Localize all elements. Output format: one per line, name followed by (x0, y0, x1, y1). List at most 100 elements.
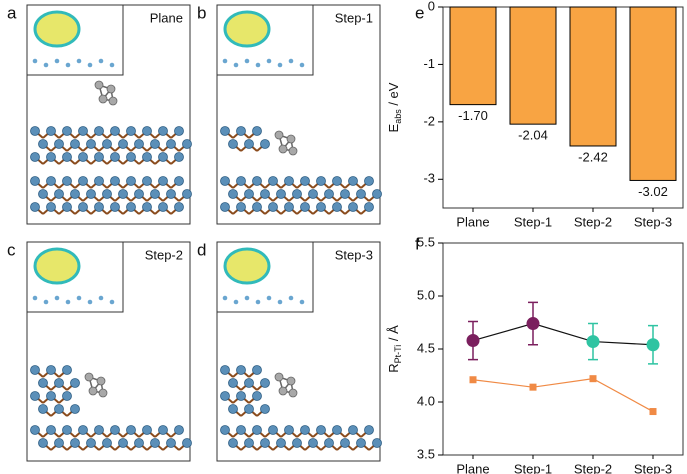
y-tick-label: 5.5 (417, 234, 435, 249)
inset-frame (216, 241, 314, 313)
atom (70, 404, 80, 414)
atom (332, 176, 342, 186)
atom (94, 176, 104, 186)
atom (348, 202, 358, 212)
inset-atom (255, 62, 261, 68)
bar (569, 6, 617, 147)
atom (142, 152, 152, 162)
atom (220, 391, 230, 401)
inset-atom (266, 58, 272, 64)
atom (220, 365, 230, 375)
atom (46, 202, 56, 212)
inset-atom (98, 58, 104, 64)
atom (94, 425, 104, 435)
atom (236, 176, 246, 186)
atom (284, 425, 294, 435)
atom (126, 176, 136, 186)
pt-atom (98, 388, 108, 398)
inset-atom (255, 299, 261, 305)
panel-letter: d (197, 240, 206, 259)
atom (54, 189, 64, 199)
x-tick-label: Plane (456, 214, 489, 229)
atom (292, 189, 302, 199)
atom (86, 438, 96, 448)
atom (126, 425, 136, 435)
y-tick-label: 3.5 (417, 446, 435, 461)
atom (276, 189, 286, 199)
pt-atom (288, 146, 298, 156)
atom (260, 189, 270, 199)
inset-atom (54, 295, 60, 301)
inset-frame (216, 4, 314, 76)
atom (252, 202, 262, 212)
series-line (472, 322, 654, 346)
atom (372, 189, 382, 199)
atom (126, 126, 136, 136)
marker (526, 317, 540, 331)
inset-atom (277, 299, 283, 305)
atom (46, 391, 56, 401)
atom (54, 404, 64, 414)
panel-label: Plane (150, 10, 183, 25)
y-tick-label: -2 (423, 113, 435, 128)
panel-letter: f (415, 234, 420, 253)
y-axis-label-part: abs (393, 109, 403, 124)
atom (70, 139, 80, 149)
inset-atom (109, 299, 115, 305)
y-axis-label-part: / eV (386, 82, 401, 109)
atom (182, 189, 192, 199)
inset-atom (266, 295, 272, 301)
atom (182, 438, 192, 448)
charge-density (33, 10, 81, 48)
atom (54, 139, 64, 149)
pt-atom (106, 84, 116, 94)
atom (364, 425, 374, 435)
atom (62, 391, 72, 401)
atom (252, 176, 262, 186)
pt-atom (98, 94, 108, 104)
atom (110, 425, 120, 435)
atom (126, 202, 136, 212)
atom (300, 425, 310, 435)
atom (166, 139, 176, 149)
atom (62, 126, 72, 136)
atom (94, 152, 104, 162)
atom (158, 126, 168, 136)
atom (174, 202, 184, 212)
inset-atom (222, 295, 228, 301)
atom (30, 202, 40, 212)
atom (244, 378, 254, 388)
atom (142, 176, 152, 186)
atom (30, 391, 40, 401)
atom (94, 202, 104, 212)
atom (150, 139, 160, 149)
y-axis-label: RPt-Ti / Å (386, 325, 403, 373)
x-tick-label: Step-1 (514, 461, 552, 474)
atom (364, 176, 374, 186)
pt-atom (274, 372, 284, 382)
atom (54, 378, 64, 388)
atom (78, 202, 88, 212)
value-label: -1.70 (458, 108, 488, 123)
atom (372, 438, 382, 448)
inset-atom (288, 295, 294, 301)
pt-atom (88, 386, 98, 396)
atom (158, 425, 168, 435)
atom (110, 176, 120, 186)
inset-atom (32, 58, 38, 64)
atom (182, 139, 192, 149)
atom (118, 189, 128, 199)
atom (166, 189, 176, 199)
panel-label: Step-2 (145, 247, 183, 262)
marker (589, 375, 597, 383)
bar (449, 6, 497, 106)
y-axis-label-part: Pt-Ti (393, 345, 403, 364)
atom (142, 126, 152, 136)
atom (236, 425, 246, 435)
atom (102, 139, 112, 149)
atom (252, 425, 262, 435)
inset-atom (65, 299, 71, 305)
atom (30, 365, 40, 375)
panel-letter: a (7, 3, 17, 22)
